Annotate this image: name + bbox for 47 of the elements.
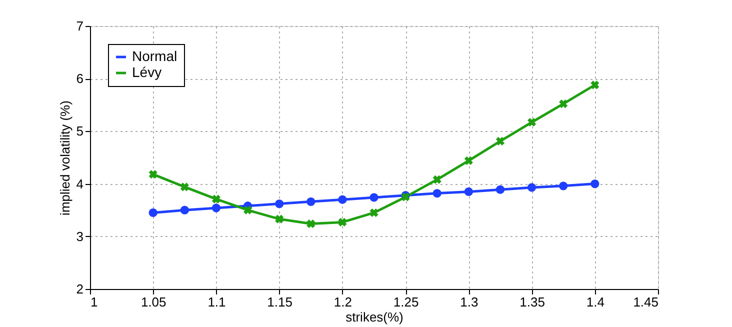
x-tick-label: 1.05: [140, 294, 166, 310]
point: [527, 183, 536, 192]
point: [590, 80, 600, 90]
point: [338, 218, 347, 226]
y-tick-label: 7: [76, 18, 84, 34]
point: [464, 156, 473, 165]
x-tick-label: 1.1: [208, 294, 226, 310]
point: [464, 187, 473, 196]
point: [212, 194, 221, 204]
point: [370, 193, 378, 202]
point: [148, 170, 158, 179]
point: [496, 185, 505, 194]
x-tick-label: 1.25: [393, 294, 419, 310]
point: [275, 214, 284, 224]
point: [338, 195, 347, 204]
y-tick-label: 6: [76, 71, 84, 86]
x-axis-title: strikes(%): [346, 310, 404, 324]
y-tick-label: 3: [76, 228, 84, 244]
point: [306, 197, 316, 206]
point: [432, 175, 442, 184]
y-axis-title: implied volatility (%): [57, 100, 72, 216]
x-tick-label: 1.2: [334, 294, 352, 310]
x-tick-label: 1.35: [520, 294, 545, 310]
point: [559, 100, 568, 108]
legend-label: Lévy: [132, 64, 162, 80]
point: [275, 199, 284, 208]
point: [306, 219, 316, 228]
point: [180, 182, 189, 192]
y-tick-label: 2: [76, 282, 84, 296]
x-tick-label: 1.3: [460, 294, 478, 310]
point: [432, 188, 442, 198]
legend-label: Normal: [132, 48, 178, 64]
point: [148, 208, 158, 218]
y-tick-label: 4: [76, 176, 84, 192]
point: [370, 208, 378, 218]
x-tick-label: 1.4: [586, 294, 604, 310]
point: [527, 118, 536, 127]
x-tick-label: 1: [90, 294, 98, 310]
x-tick-label: 1.15: [267, 294, 292, 310]
point: [243, 206, 252, 214]
point: [559, 182, 568, 190]
y-tick-label: 5: [76, 124, 84, 139]
x-tick-label: 1.45: [633, 294, 658, 310]
point: [590, 179, 600, 188]
point: [212, 204, 221, 212]
point: [180, 206, 189, 214]
point: [496, 136, 505, 146]
